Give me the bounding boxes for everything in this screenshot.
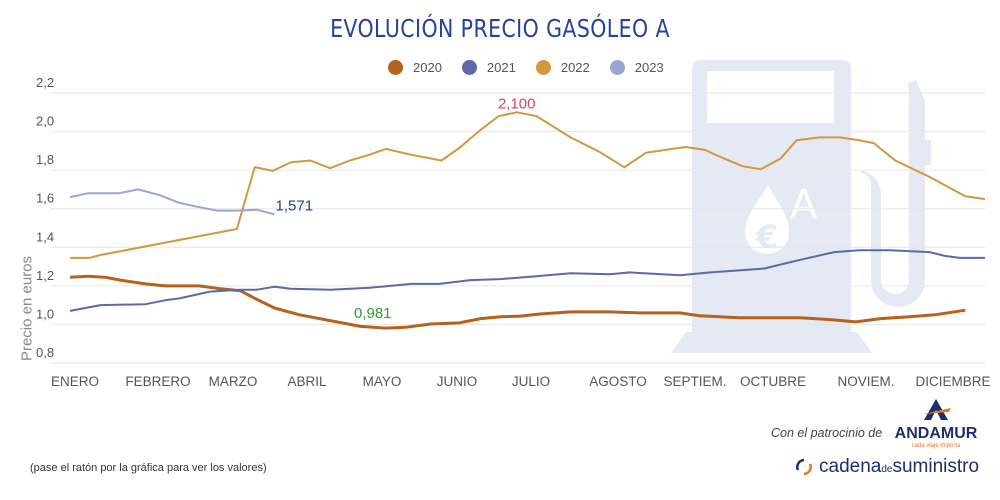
data-label: 0,981	[354, 305, 392, 322]
x-tick-label: AGOSTO	[589, 374, 647, 389]
y-tick-label: 1,8	[36, 152, 54, 167]
legend-label: 2022	[560, 60, 590, 75]
andamur-a-icon	[923, 399, 951, 420]
legend-item-2021[interactable]: 2021	[461, 60, 516, 75]
hover-note: (pase el ratón por la gráfica para ver l…	[30, 462, 267, 474]
legend: 2020 2021 2022 2023	[388, 60, 664, 75]
y-tick-label: 2,0	[36, 114, 54, 129]
cadena-suministro-logo[interactable]: cadenadesuministro	[795, 456, 979, 478]
legend-label: 2023	[634, 60, 664, 75]
x-tick-label: SEPTIEM.	[663, 374, 726, 389]
svg-text:€: €	[755, 218, 778, 256]
suministro-text: suministro	[892, 456, 980, 477]
x-tick-label: DICIEMBRE	[915, 374, 990, 389]
x-tick-label: FEBRERO	[125, 374, 190, 389]
y-tick-label: 1,2	[36, 268, 54, 283]
andamur-name: ANDAMUR	[894, 425, 978, 442]
x-tick-label: NOVIEM.	[837, 374, 894, 389]
cadena-logo-icon	[796, 458, 812, 476]
series-line-2022[interactable]	[70, 111, 986, 259]
data-label: 2,100	[498, 95, 536, 112]
y-tick-label: 2,2	[36, 75, 54, 90]
x-tick-label: MARZO	[209, 374, 258, 389]
legend-dot-icon	[461, 60, 477, 75]
legend-dot-icon	[609, 60, 625, 75]
cadena-de-text: de	[881, 464, 893, 475]
andamur-tagline: cada viaje importa	[911, 443, 961, 449]
y-axis-label: Precio en euros	[18, 255, 36, 362]
y-tick-label: 1,0	[36, 306, 54, 321]
sponsor-text: Con el patrocinio de	[771, 426, 883, 440]
legend-label: 2020	[413, 60, 442, 75]
series-line-2021[interactable]	[69, 249, 985, 312]
x-tick-label: OCTUBRE	[740, 374, 806, 389]
legend-item-2022[interactable]: 2022	[535, 60, 590, 75]
x-tick-label: MAYO	[363, 374, 402, 389]
annotations: 2,100 0,981 1,571	[276, 95, 536, 322]
y-axis: 2,2 2,0 1,8 1,6 1,4 1,2 1,0 0,8	[36, 75, 54, 360]
x-tick-label: JUNIO	[437, 374, 478, 389]
x-tick-label: ENERO	[51, 374, 99, 389]
x-axis: ENERO FEBRERO MARZO ABRIL MAYO JUNIO JULIO AGOS…	[51, 374, 991, 389]
cadena-text: cadena	[819, 456, 882, 477]
data-label: 1,571	[276, 197, 314, 214]
legend-label: 2021	[486, 60, 516, 75]
y-tick-label: 1,4	[36, 229, 54, 244]
andamur-logo[interactable]: ANDAMUR cada viaje importa	[893, 398, 979, 449]
legend-item-2020[interactable]: 2020	[388, 60, 442, 75]
series-lines[interactable]	[69, 111, 986, 330]
svg-text:A: A	[790, 182, 818, 228]
y-tick-label: 0,8	[36, 345, 54, 360]
legend-dot-icon	[535, 60, 551, 75]
series-line-2023[interactable]	[69, 188, 275, 216]
x-tick-label: JULIO	[512, 374, 550, 389]
legend-dot-icon	[388, 60, 403, 75]
x-tick-label: ABRIL	[287, 374, 327, 389]
y-tick-label: 1,6	[36, 191, 54, 206]
fuel-pump-watermark-icon: € A	[671, 60, 931, 353]
chart-title: EVOLUCIÓN PRECIO GASÓLEO A	[330, 14, 670, 43]
legend-item-2023[interactable]: 2023	[609, 60, 664, 75]
series-line-2020[interactable]	[69, 274, 966, 330]
